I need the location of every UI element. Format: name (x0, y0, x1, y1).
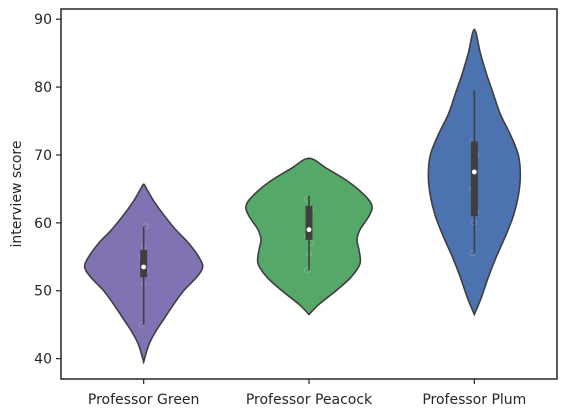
iqr-box (305, 205, 313, 240)
median-marker (471, 169, 477, 175)
violin-professor-peacock (245, 157, 373, 316)
y-tick-label: 70 (34, 148, 52, 164)
y-tick-label: 50 (34, 284, 52, 300)
median-marker (306, 227, 312, 233)
y-axis-ticks: 40 50 60 70 80 90 (34, 12, 61, 368)
x-tick-label: Professor Green (88, 392, 200, 408)
violin-professor-plum (427, 28, 522, 317)
y-tick-label: 80 (34, 80, 52, 96)
iqr-box (140, 250, 148, 278)
x-axis-ticks: Professor Green Professor Peacock Professo… (88, 379, 526, 408)
x-tick-label: Professor Plum (422, 392, 526, 408)
violins-layer (83, 28, 522, 365)
y-tick-label: 90 (34, 12, 52, 28)
y-tick-label: 40 (34, 352, 52, 368)
median-marker (141, 264, 147, 270)
violin-professor-green (83, 183, 204, 365)
x-tick-label: Professor Peacock (246, 392, 373, 408)
y-tick-label: 60 (34, 216, 52, 232)
iqr-box (470, 141, 478, 217)
y-axis-title: interview score (9, 141, 25, 248)
